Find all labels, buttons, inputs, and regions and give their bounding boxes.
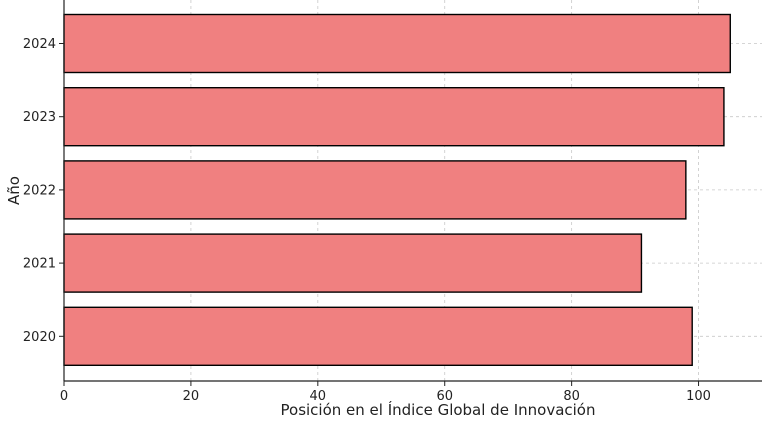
- bar-2023: [63, 86, 725, 147]
- x-axis-label: Posición en el Índice Global de Innovaci…: [281, 400, 596, 419]
- bars-group: [63, 13, 731, 366]
- y-tick-label: 2022: [23, 183, 56, 198]
- bar-2024: [63, 13, 731, 74]
- axes: [63, 0, 762, 382]
- x-tick-label: 40: [310, 389, 327, 404]
- x-tick-label: 100: [686, 389, 711, 404]
- bar-2022: [63, 160, 687, 220]
- y-ticks: 2020 2021 2022 2023 2024: [23, 37, 64, 345]
- y-tick-label: 2023: [23, 110, 56, 125]
- y-axis-label: Año: [5, 176, 23, 205]
- y-tick-label: 2024: [23, 37, 56, 52]
- x-tick-label: 80: [563, 389, 580, 404]
- x-tick-label: 0: [60, 389, 68, 404]
- y-tick-label: 2021: [23, 257, 56, 272]
- x-ticks: 0 20 40 60 80 100: [60, 381, 711, 404]
- x-tick-label: 60: [436, 389, 453, 404]
- bar-2021: [63, 233, 643, 293]
- bar-2020: [63, 306, 693, 366]
- y-tick-label: 2020: [23, 330, 56, 345]
- x-tick-label: 20: [183, 389, 200, 404]
